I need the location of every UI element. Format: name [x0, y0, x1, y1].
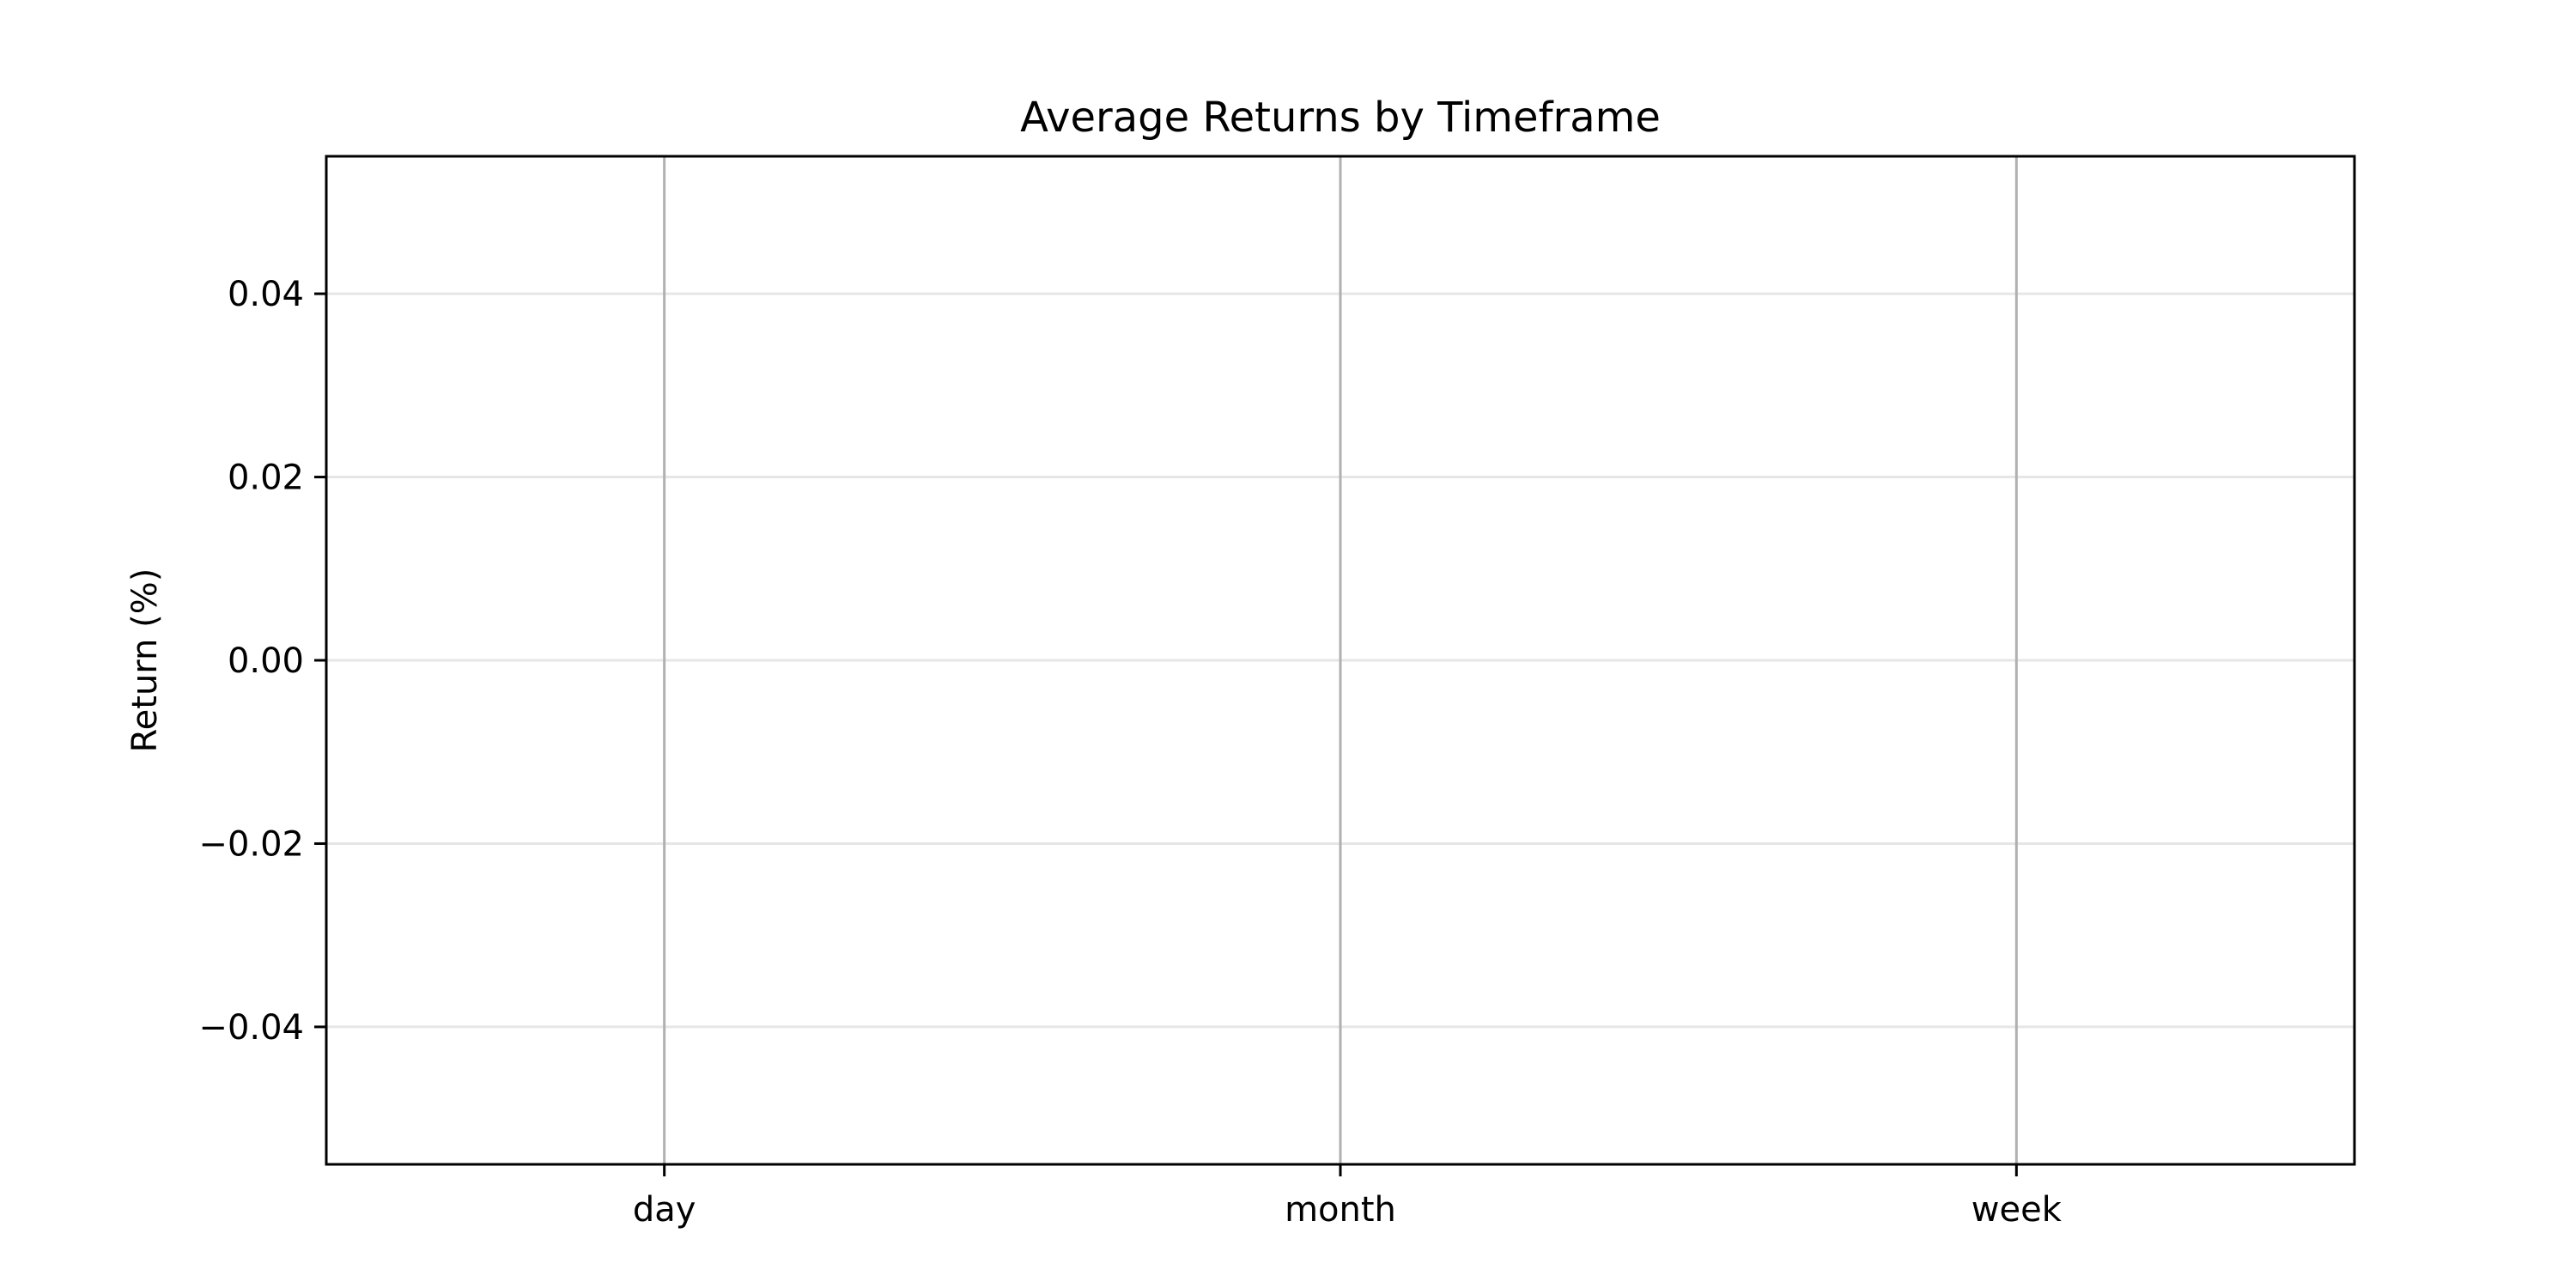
y-tick-label: −0.04	[198, 1008, 304, 1048]
vertical-grid	[663, 156, 2018, 1164]
y-axis-ticks: 0.04 0.02 0.00 −0.02 −0.04	[198, 275, 326, 1048]
y-tick-label: −0.02	[198, 824, 304, 864]
y-tick-label: 0.02	[228, 459, 304, 498]
x-tick-label: week	[1971, 1190, 2063, 1230]
x-tick-label: month	[1285, 1190, 1396, 1230]
y-tick-label: 0.04	[228, 275, 304, 314]
chart-title: Average Returns by Timeframe	[1020, 94, 1661, 142]
y-tick-label: 0.00	[228, 641, 304, 681]
x-tick-label: day	[633, 1190, 696, 1230]
x-axis-ticks: day month week	[633, 1164, 2063, 1230]
y-axis-label: Return (%)	[125, 568, 165, 753]
